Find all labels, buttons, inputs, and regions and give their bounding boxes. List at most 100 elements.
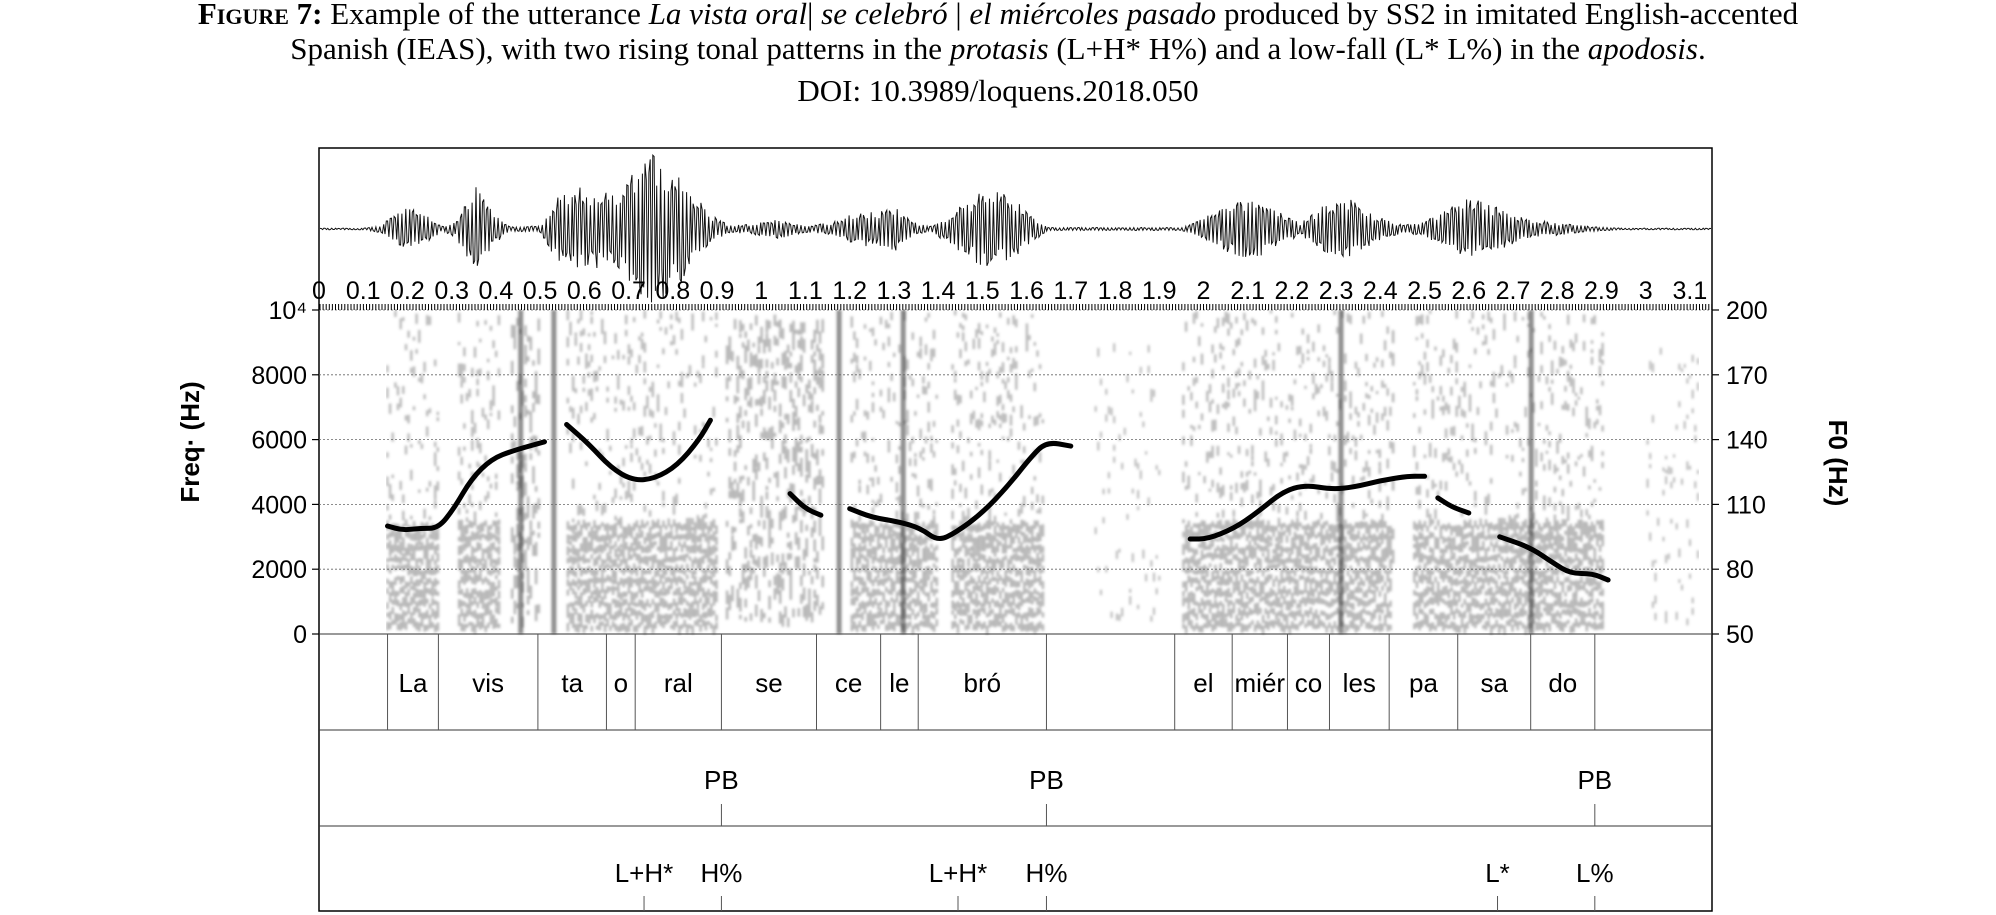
time-tick-label: 1.1 bbox=[788, 277, 823, 305]
freq-axis: 0 2000 4000 6000 8000 10⁴ bbox=[251, 297, 319, 649]
time-tick-label: 0.5 bbox=[523, 277, 558, 305]
f0-tick-label: 140 bbox=[1726, 427, 1768, 455]
f0-tick-label: 170 bbox=[1726, 362, 1768, 390]
time-tick-label: 2 bbox=[1196, 277, 1210, 305]
time-tick-label: 3.1 bbox=[1673, 277, 1708, 305]
time-ruler bbox=[319, 304, 1713, 310]
pitch-segment bbox=[1187, 473, 1428, 542]
time-tick-label: 0.4 bbox=[479, 277, 514, 305]
time-tick-label: 2.4 bbox=[1363, 277, 1398, 305]
f0-tick-label: 80 bbox=[1726, 556, 1754, 584]
freq-tick-label: 8000 bbox=[251, 362, 307, 390]
caption-text: produced by SS2 in imitated English-acce… bbox=[1216, 0, 1799, 31]
time-tick-label: 2.3 bbox=[1319, 277, 1354, 305]
figure-frame bbox=[318, 147, 1713, 912]
time-tick-label: 1.9 bbox=[1142, 277, 1177, 305]
syllable-label: vis bbox=[472, 668, 504, 698]
time-tick-label: 2.5 bbox=[1407, 277, 1442, 305]
syllable-label: miér bbox=[1235, 668, 1286, 698]
tone-label: L+H* bbox=[615, 858, 674, 888]
time-tick-label: 1 bbox=[754, 277, 768, 305]
caption-separator: | bbox=[955, 0, 962, 31]
time-tick-label: 0.8 bbox=[655, 277, 690, 305]
f0-tick-label: 50 bbox=[1726, 621, 1754, 649]
ruler-ticks bbox=[319, 304, 1713, 310]
time-tick-label: 1.5 bbox=[965, 277, 1000, 305]
syllable-label: ta bbox=[561, 668, 583, 698]
pitch-segment bbox=[847, 440, 1074, 542]
caption-italic: se celebró bbox=[821, 0, 948, 31]
freq-tick-label: 6000 bbox=[251, 427, 307, 455]
figure-label: Figure 7: bbox=[197, 0, 323, 31]
time-tick-label: 1.6 bbox=[1009, 277, 1044, 305]
pitch-segment bbox=[564, 417, 713, 483]
caption-italic: apodosis bbox=[1587, 31, 1698, 66]
time-tick-label: 0.7 bbox=[611, 277, 646, 305]
syllable-label: les bbox=[1343, 668, 1376, 698]
pitch-contour bbox=[385, 417, 1611, 583]
caption-text: . bbox=[1697, 31, 1706, 66]
tone-label: L% bbox=[1576, 858, 1614, 888]
spectrogram bbox=[386, 310, 1700, 636]
tone-label: L* bbox=[1485, 858, 1510, 888]
time-tick-label: 2.9 bbox=[1584, 277, 1619, 305]
caption-italic: protasis bbox=[949, 31, 1049, 66]
pitch-segment bbox=[385, 439, 547, 533]
syllable-label: La bbox=[399, 668, 428, 698]
syllable-label: o bbox=[614, 668, 628, 698]
time-tick-label: 2.7 bbox=[1496, 277, 1531, 305]
time-tick-label: 1.4 bbox=[921, 277, 956, 305]
spectrogram-energy bbox=[386, 310, 1700, 636]
time-tick-label: 0.6 bbox=[567, 277, 602, 305]
time-tick-label: 2.8 bbox=[1540, 277, 1575, 305]
waveform bbox=[319, 154, 1712, 303]
break-label: PB bbox=[704, 765, 739, 795]
caption-text: (L+H* H%) and a low-fall (L* L%) in the bbox=[1048, 31, 1588, 66]
f0-axis-label: F0 (Hz) bbox=[1823, 420, 1853, 507]
tone-label: H% bbox=[700, 858, 742, 888]
time-tick-label: 0.1 bbox=[346, 277, 381, 305]
time-tick-label: 0.9 bbox=[700, 277, 735, 305]
freq-tick-label: 2000 bbox=[251, 556, 307, 584]
time-tick-label: 1.2 bbox=[832, 277, 867, 305]
syllable-label: bró bbox=[964, 668, 1002, 698]
time-tick-label: 3 bbox=[1639, 277, 1653, 305]
syllable-label: do bbox=[1548, 668, 1577, 698]
caption-separator: | bbox=[807, 0, 814, 31]
time-tick-label: 0 bbox=[312, 277, 326, 305]
syllable-label: se bbox=[755, 668, 782, 698]
tone-label: H% bbox=[1026, 858, 1068, 888]
tone-label: L+H* bbox=[929, 858, 988, 888]
time-tick-label: 2.2 bbox=[1275, 277, 1310, 305]
freq-tick-label: 0 bbox=[293, 621, 307, 649]
time-tick-label: 0.3 bbox=[434, 277, 469, 305]
f0-tick-label: 200 bbox=[1726, 297, 1768, 325]
pitch-segment bbox=[787, 491, 824, 518]
freq-tick-label: 10⁴ bbox=[268, 297, 307, 325]
waveform-trace bbox=[319, 154, 1712, 303]
syllable-label: ral bbox=[664, 668, 693, 698]
f0-axis: 50 80 110 140 170 200 bbox=[1712, 297, 1768, 649]
time-tick-label: 1.3 bbox=[877, 277, 912, 305]
syllable-label: co bbox=[1295, 668, 1322, 698]
time-tick-label: 2.6 bbox=[1451, 277, 1486, 305]
pitch-segment bbox=[1497, 534, 1611, 583]
time-tick-label: 0.2 bbox=[390, 277, 425, 305]
f0-tick-label: 110 bbox=[1726, 491, 1766, 519]
caption-italic: el miércoles pasado bbox=[969, 0, 1217, 31]
syllable-label: el bbox=[1193, 668, 1213, 698]
syllable-label: pa bbox=[1409, 668, 1438, 698]
syllable-label: le bbox=[889, 668, 909, 698]
break-label: PB bbox=[1029, 765, 1064, 795]
time-tick-label: 1.7 bbox=[1053, 277, 1088, 305]
pitch-segment bbox=[1435, 495, 1472, 516]
time-tick-labels: 0 0.1 0.2 0.3 0.4 0.5 0.6 0.7 0.8 0.9 1 1.1 1.2 1.3 1.… bbox=[312, 277, 1707, 305]
freq-axis-label: Freq· (Hz) bbox=[175, 381, 205, 502]
syllable-label: ce bbox=[835, 668, 862, 698]
caption-doi: DOI: 10.3989/loquens.2018.050 bbox=[797, 73, 1199, 108]
time-tick-label: 2.1 bbox=[1230, 277, 1265, 305]
time-tick-label: 1.8 bbox=[1098, 277, 1133, 305]
freq-tick-label: 4000 bbox=[251, 491, 307, 519]
caption-text: Example of the utterance bbox=[330, 0, 649, 31]
